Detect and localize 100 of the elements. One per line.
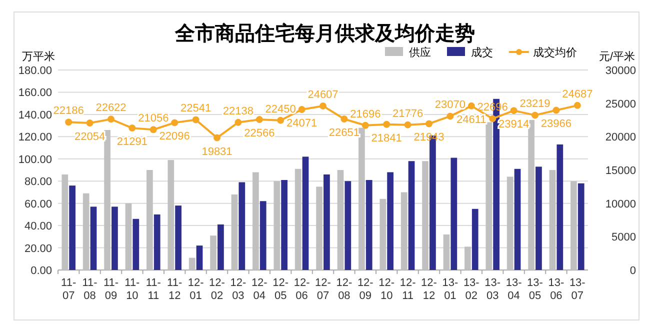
- bar: [316, 186, 322, 270]
- point: [65, 118, 72, 126]
- chart-title: 全市商品住宅每月供求及均价走势: [174, 22, 475, 45]
- bar: [366, 180, 372, 270]
- bar: [132, 218, 140, 270]
- x-tick-label: 13-01: [442, 277, 458, 302]
- data-label: 24607: [308, 88, 338, 101]
- bar: [146, 170, 153, 270]
- y2-tick-label: 20000: [605, 132, 636, 144]
- point: [510, 107, 518, 114]
- data-label: 24687: [562, 88, 593, 100]
- x-tick-label: 12-06: [294, 277, 310, 302]
- bar: [486, 122, 492, 270]
- y2-tick-label: 5000: [612, 232, 636, 244]
- bar: [443, 234, 450, 270]
- point: [320, 102, 326, 110]
- data-label: 22566: [244, 128, 275, 140]
- bar: [514, 168, 521, 270]
- bar: [168, 160, 174, 270]
- bar: [549, 170, 556, 270]
- data-label: 22054: [74, 130, 106, 143]
- x-tick-label: 11-11: [146, 277, 162, 302]
- bar: [218, 224, 224, 270]
- bar: [90, 206, 97, 270]
- x-tick-label: 12-12: [421, 277, 438, 302]
- data-label: 21696: [350, 108, 381, 120]
- data-label: 21776: [392, 108, 424, 120]
- x-tick-label: 12-01: [188, 277, 204, 302]
- x-tick-label: 11-09: [103, 277, 119, 302]
- data-label: 22541: [180, 102, 212, 115]
- data-label: 22651: [328, 126, 360, 139]
- x-tick-label: 12-04: [251, 277, 268, 302]
- bar: [238, 182, 246, 270]
- data-label: 21056: [138, 112, 169, 125]
- point: [298, 106, 306, 114]
- point: [446, 112, 454, 120]
- bar: [570, 181, 577, 270]
- x-tick-label: 13-04: [506, 277, 522, 302]
- bar: [464, 246, 471, 270]
- data-label: 21841: [371, 132, 402, 144]
- bar: [196, 246, 203, 270]
- x-tick-label: 12-11: [400, 277, 416, 302]
- bar: [62, 174, 68, 270]
- legend-label: 成交均价: [533, 46, 577, 59]
- bar: [69, 186, 76, 270]
- bar: [188, 258, 196, 270]
- y-tick-label: 100.00: [18, 154, 52, 166]
- point: [277, 116, 284, 124]
- y-tick-label: 40.00: [24, 220, 52, 233]
- bar: [380, 198, 386, 270]
- point: [86, 119, 94, 126]
- y2-axis-title: 元/平米: [598, 50, 635, 63]
- x-tick-label: 11-10: [124, 277, 140, 302]
- y-tick-label: 60.00: [24, 198, 52, 210]
- bar: [210, 236, 216, 270]
- legend-label: 成交: [471, 46, 493, 59]
- x-tick-label: 13-05: [527, 277, 544, 302]
- bar: [231, 194, 238, 270]
- y-tick-label: 80.00: [24, 176, 52, 188]
- bar: [387, 172, 394, 270]
- data-label: 24071: [286, 118, 318, 130]
- y-tick-label: 160.00: [18, 87, 52, 100]
- legend-label: 供应: [409, 46, 431, 59]
- point: [108, 116, 114, 123]
- x-tick-label: 12-05: [272, 277, 289, 302]
- y-axis-title: 万平米: [22, 50, 55, 63]
- x-tick-label: 13-07: [569, 277, 586, 302]
- point: [426, 120, 432, 128]
- point: [214, 134, 220, 142]
- point: [383, 120, 390, 128]
- point: [256, 116, 263, 124]
- point: [552, 106, 560, 114]
- data-label: 22138: [222, 105, 254, 118]
- bar: [281, 180, 288, 270]
- point: [468, 102, 475, 110]
- point: [404, 121, 412, 128]
- point: [128, 124, 136, 132]
- data-label: 22096: [159, 130, 190, 143]
- data-label: 21291: [116, 136, 148, 148]
- bar: [274, 181, 280, 270]
- point: [362, 122, 369, 129]
- x-tick-label: 12-07: [315, 277, 332, 302]
- data-label: 23219: [520, 98, 550, 110]
- point: [234, 118, 242, 126]
- point: [574, 102, 581, 109]
- x-tick-label: 11-07: [61, 277, 76, 302]
- bar: [422, 161, 428, 270]
- data-label: 24611: [456, 114, 486, 126]
- y-tick-label: 120.00: [18, 132, 52, 144]
- data-label: 22622: [96, 102, 126, 114]
- data-label: 23070: [434, 99, 466, 112]
- y-tick-label: 140.00: [18, 109, 52, 122]
- bar: [528, 120, 534, 270]
- bar: [175, 206, 182, 270]
- y-tick-label: 0.00: [30, 265, 52, 277]
- bar: [472, 208, 478, 270]
- point: [489, 115, 496, 122]
- y2-tick-label: 0: [630, 265, 636, 277]
- bar: [125, 203, 132, 270]
- bar: [578, 183, 584, 270]
